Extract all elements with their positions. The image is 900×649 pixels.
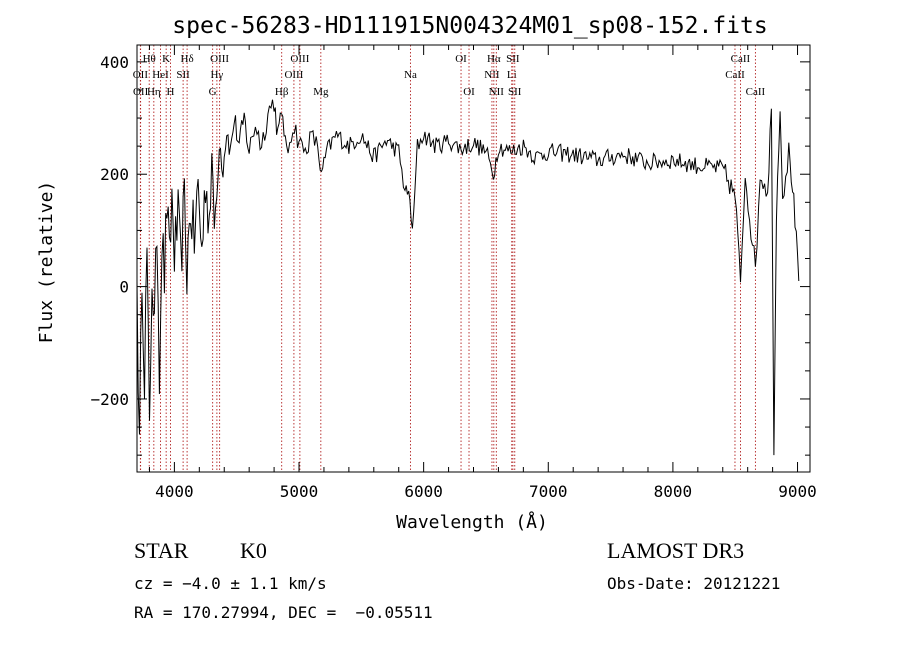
marker-label: NII — [484, 69, 500, 81]
marker-label: CaII — [731, 53, 751, 65]
marker-label: CaII — [725, 69, 745, 81]
survey-name: LAMOST DR3 — [607, 538, 745, 563]
x-tick-label: 6000 — [404, 482, 443, 501]
coordinates-info: RA = 170.27994, DEC = −0.05511 — [134, 603, 433, 622]
x-tick-label: 9000 — [778, 482, 817, 501]
marker-label: SII — [508, 86, 522, 98]
marker-label: Hβ — [275, 86, 289, 98]
y-tick-label: 400 — [100, 53, 129, 72]
marker-label: OII — [133, 86, 149, 98]
marker-label: HeI — [152, 69, 169, 81]
marker-label: Hη — [147, 86, 161, 98]
marker-label: K — [162, 53, 170, 65]
spectrum-line — [136, 99, 800, 456]
marker-label: OIII — [284, 69, 303, 81]
x-tick-label: 7000 — [529, 482, 568, 501]
marker-label: Hδ — [181, 53, 194, 65]
y-tick-label: 200 — [100, 165, 129, 184]
x-tick-label: 5000 — [280, 482, 319, 501]
marker-label: CaII — [746, 86, 766, 98]
chart-title: spec-56283-HD111915N004324M01_sp08-152.f… — [172, 13, 767, 39]
marker-label: Mg — [313, 86, 329, 98]
marker-label: Hα — [487, 53, 501, 65]
marker-label: SII — [176, 69, 190, 81]
x-tick-label: 4000 — [155, 482, 194, 501]
marker-label: SII — [506, 53, 520, 65]
marker-label: OI — [455, 53, 467, 65]
marker-label: OI — [463, 86, 475, 98]
marker-label: NII — [489, 86, 505, 98]
y-tick-label: 0 — [119, 278, 129, 297]
object-subclass: K0 — [240, 538, 267, 563]
marker-label: Li — [507, 69, 517, 81]
x-tick-label: 8000 — [654, 482, 693, 501]
y-tick-label: −200 — [90, 390, 129, 409]
plot-frame — [136, 44, 811, 473]
axes: 4000 5000 6000 7000 8000 9000 −200 0 200 400 — [90, 45, 817, 501]
x-axis-label: Wavelength (Å) — [396, 511, 548, 533]
marker-label: G — [209, 86, 217, 98]
obs-date: Obs-Date: 20121221 — [607, 574, 781, 593]
spectral-line-markers: HθHηHeIKHSIIHδGHγOIIIHβOIIIOIIIMgNaOIOIN… — [133, 45, 766, 472]
marker-label: OIII — [210, 53, 229, 65]
object-class: STAR — [134, 538, 189, 563]
marker-label: Hγ — [210, 69, 223, 81]
marker-label: OIII — [290, 53, 309, 65]
marker-label: Na — [404, 69, 417, 81]
redshift-info: cz = −4.0 ± 1.1 km/s — [134, 574, 327, 593]
y-axis-label: Flux (relative) — [36, 181, 57, 344]
marker-label: H — [167, 86, 175, 98]
